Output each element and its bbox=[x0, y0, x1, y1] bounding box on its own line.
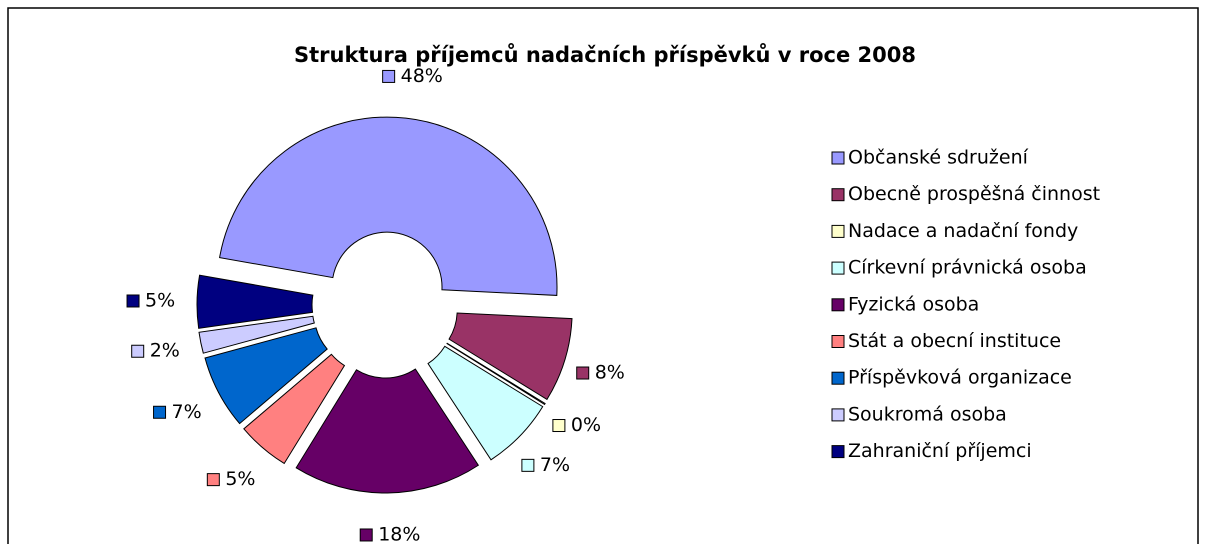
doughnut-slice bbox=[243, 353, 346, 465]
legend-key bbox=[831, 188, 845, 202]
legend-label: Občanské sdružení bbox=[848, 147, 1029, 169]
label-key bbox=[131, 344, 145, 358]
label-key bbox=[576, 366, 590, 380]
legend-key bbox=[831, 298, 845, 312]
chart-frame bbox=[7, 7, 1199, 544]
legend-key bbox=[831, 224, 845, 238]
label-key bbox=[382, 69, 396, 83]
legend-label: Zahraniční příjemci bbox=[848, 440, 1032, 462]
legend-key bbox=[831, 261, 845, 275]
legend-label: Nadace a nadační fondy bbox=[848, 220, 1078, 242]
chart-title: Struktura příjemců nadačních příspěvků v… bbox=[294, 43, 916, 67]
doughnut-slice bbox=[446, 342, 546, 406]
label-key bbox=[153, 405, 167, 419]
legend-key bbox=[831, 408, 845, 422]
legend-label: Soukromá osoba bbox=[848, 403, 1007, 425]
data-label: 5% bbox=[225, 468, 255, 490]
doughnut-slice bbox=[295, 368, 480, 494]
legend-label: Církevní právnická osoba bbox=[848, 257, 1087, 279]
data-label: 0% bbox=[571, 414, 601, 436]
data-label: 2% bbox=[150, 340, 180, 362]
doughnut-slice bbox=[196, 274, 314, 329]
doughnut-slice bbox=[219, 116, 558, 296]
data-label: 48% bbox=[401, 65, 443, 87]
legend-key bbox=[831, 335, 845, 348]
legend-label: Stát a obecní instituce bbox=[848, 330, 1061, 352]
data-label: 5% bbox=[145, 289, 175, 311]
label-key bbox=[206, 473, 220, 487]
legend-key bbox=[831, 371, 845, 385]
data-label: 7% bbox=[172, 401, 202, 423]
label-key bbox=[359, 528, 373, 542]
doughnut-slice bbox=[198, 315, 315, 354]
label-key bbox=[126, 294, 140, 308]
legend-label: Obecně prospěšná činnost bbox=[848, 183, 1100, 205]
legend-label: Fyzická osoba bbox=[848, 293, 979, 315]
doughnut-slice bbox=[448, 312, 573, 401]
doughnut-slice bbox=[427, 345, 544, 461]
legend-label: Příspěvková organizace bbox=[848, 367, 1072, 389]
data-label: 18% bbox=[378, 523, 420, 544]
legend-key bbox=[831, 445, 845, 459]
doughnut-slice bbox=[204, 327, 328, 425]
legend-key bbox=[831, 151, 845, 165]
data-label: 7% bbox=[540, 454, 570, 476]
label-key bbox=[552, 419, 566, 433]
label-key bbox=[521, 458, 535, 472]
data-label: 8% bbox=[595, 362, 625, 384]
